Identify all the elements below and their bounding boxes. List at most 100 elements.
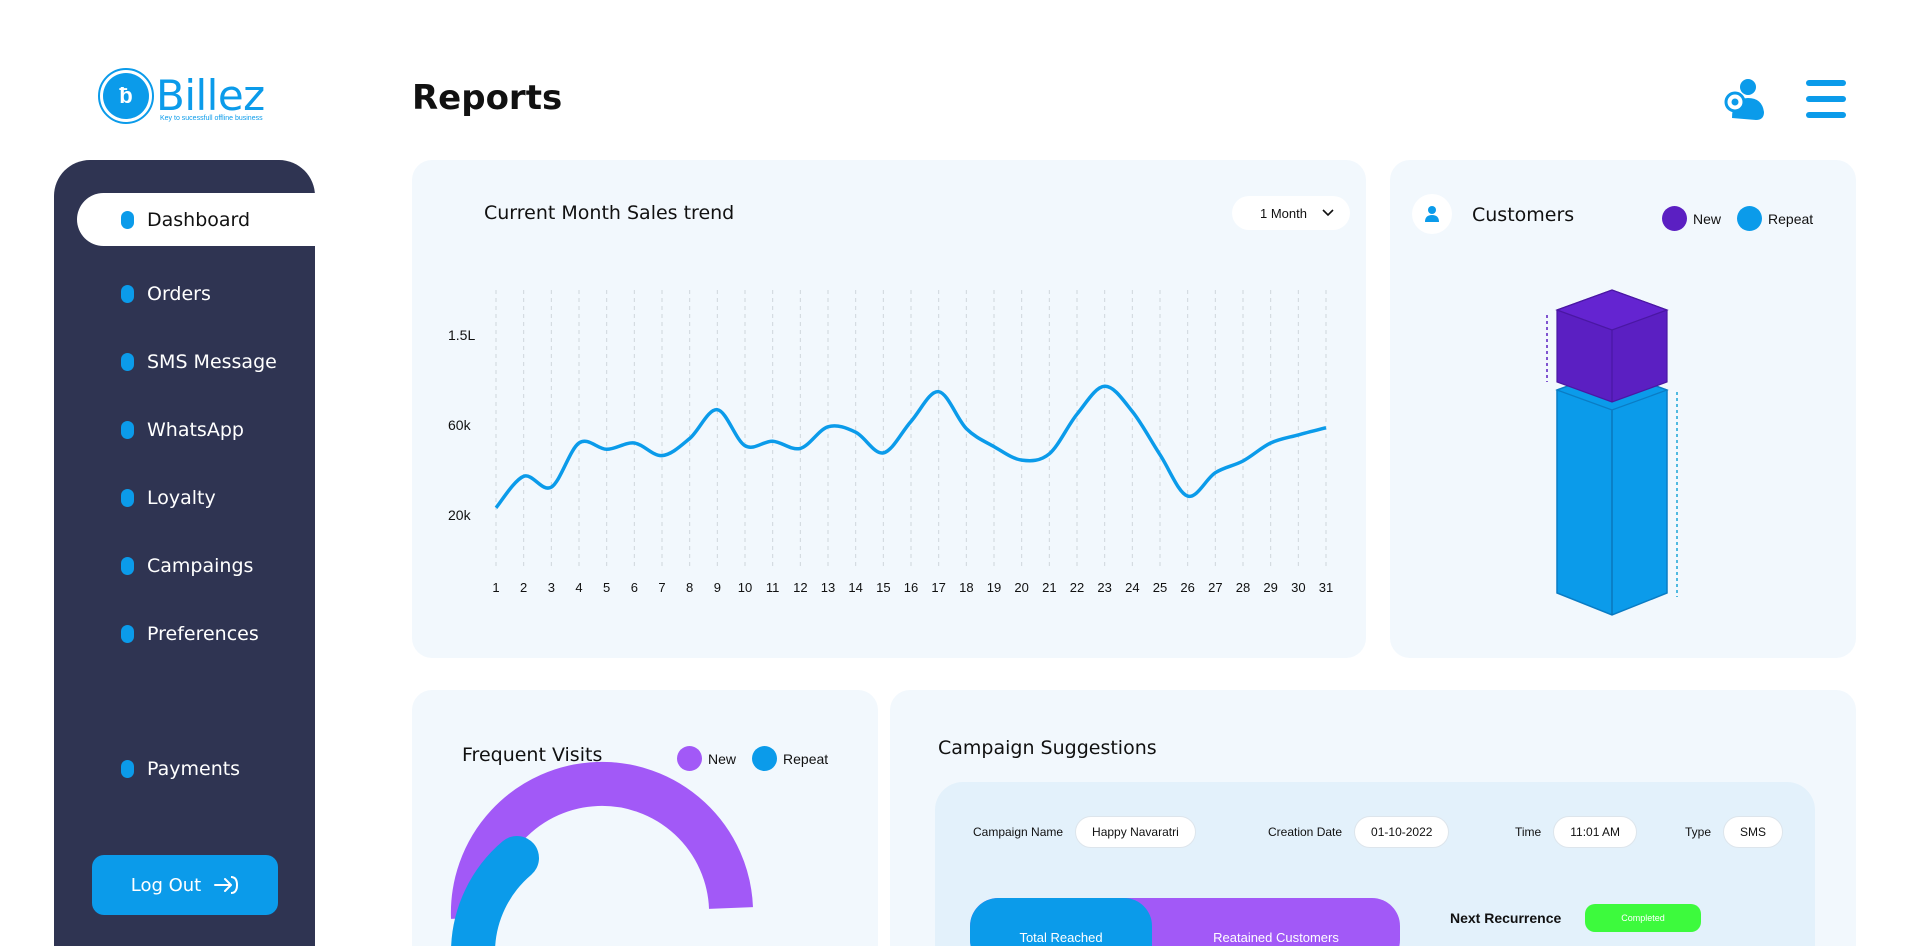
sidebar-item-orders[interactable]: Orders [54,267,315,320]
x-tick-label: 1 [492,580,499,595]
nav-dot-icon [121,556,134,575]
tab-retained-customers[interactable]: Reatained Customers [1213,930,1339,945]
sidebar-item-label: Campaings [147,554,254,577]
creation-date-field: Creation Date 01-10-2022 [1268,816,1450,848]
hamburger-menu-icon[interactable] [1806,80,1848,118]
sidebar-item-payments[interactable]: Payments [54,742,315,795]
x-tick-label: 13 [821,580,835,595]
field-label: Time [1515,825,1542,839]
visits-legend: New Repeat [677,746,844,771]
x-tick-label: 22 [1070,580,1084,595]
person-icon [1412,194,1452,234]
x-tick-label: 19 [987,580,1001,595]
legend-label: Repeat [783,750,829,767]
sidebar-item-preferences[interactable]: Preferences [54,607,315,660]
brand-name: Billez [156,71,265,120]
logout-label: Log Out [130,874,202,896]
user-settings-icon[interactable] [1722,78,1768,122]
legend-label: Repeat [1768,210,1814,227]
legend-item-repeat: Repeat [1737,206,1813,231]
sidebar-item-label: SMS Message [147,350,277,373]
nav-dot-icon [121,352,134,371]
x-tick-label: 24 [1125,580,1139,595]
nav-dot-icon [121,420,134,439]
sales-trend-title: Current Month Sales trend [484,202,735,224]
sidebar: Dashboard Orders SMS Message WhatsApp Lo… [54,160,315,946]
nav-dot-icon [121,488,134,507]
brand-tagline: Key to sucessfull offline business [160,115,263,122]
sidebar-item-label: WhatsApp [147,418,244,441]
y-tick-label: 60k [448,417,472,433]
customers-title: Customers [1472,204,1575,226]
sidebar-item-label: Payments [147,757,241,780]
x-tick-label: 4 [575,580,582,595]
range-dropdown-value: 1 Month [1260,205,1307,221]
sidebar-item-label: Preferences [147,622,259,645]
x-tick-label: 31 [1319,580,1333,595]
field-label: Type [1685,825,1712,839]
x-tick-label: 14 [848,580,862,595]
x-tick-label: 27 [1208,580,1222,595]
sidebar-item-campaigns[interactable]: Campaings [54,539,315,592]
legend-item-new: New [677,746,736,771]
sidebar-item-label: Dashboard [147,208,251,231]
x-tick-label: 17 [931,580,945,595]
tab-total-reached[interactable]: Total Reached [970,898,1152,946]
nav-dot-icon [121,210,134,229]
x-tick-label: 28 [1236,580,1250,595]
status-badge: Completed [1585,904,1701,932]
y-tick-label: 20k [448,507,472,523]
x-tick-label: 25 [1153,580,1167,595]
x-tick-label: 8 [686,580,693,595]
x-tick-label: 18 [959,580,973,595]
x-tick-label: 5 [603,580,610,595]
x-tick-label: 12 [793,580,807,595]
legend-item-new: New [1662,206,1721,231]
campaign-suggestions-card: Campaign Suggestions Campaign Name Happy… [890,690,1856,946]
field-value: 01-10-2022 [1354,816,1450,848]
x-tick-label: 16 [904,580,918,595]
page-title: Reports [412,78,563,118]
x-tick-label: 11 [766,580,780,595]
customers-card: Customers New Repeat [1390,160,1856,658]
sidebar-item-sms-message[interactable]: SMS Message [54,335,315,388]
logout-button[interactable]: Log Out [92,855,278,915]
sidebar-item-label: Loyalty [147,486,216,509]
nav-dot-icon [121,759,134,778]
sidebar-item-loyalty[interactable]: Loyalty [54,471,315,524]
nav-dot-icon [121,624,134,643]
x-tick-label: 26 [1180,580,1194,595]
campaign-item[interactable]: Campaign Name Happy Navaratri Creation D… [935,782,1815,946]
x-tick-label: 21 [1042,580,1056,595]
x-tick-label: 20 [1014,580,1028,595]
sidebar-item-label: Orders [147,282,211,305]
logo-icon: ƀ [98,68,154,124]
legend-label: New [1693,210,1722,227]
x-tick-label: 7 [658,580,665,595]
logout-arrow-icon [214,876,239,894]
time-field: Time 11:01 AM [1515,816,1638,848]
x-tick-label: 23 [1097,580,1111,595]
x-tick-label: 2 [520,580,527,595]
sidebar-item-dashboard[interactable]: Dashboard [77,193,315,246]
field-label: Campaign Name [973,825,1064,839]
sales-line-chart: 1 2 3 4 5 6 7 8 9 10 11 12 13 14 15 16 17 18 19 20 21 22 23 24 2… [448,290,1333,595]
brand-logo[interactable]: ƀ Billez Key to sucessfull offline busin… [98,68,265,124]
sidebar-item-whatsapp[interactable]: WhatsApp [54,403,315,456]
campaign-suggestions-title: Campaign Suggestions [938,737,1157,759]
field-label: Creation Date [1268,825,1343,839]
range-dropdown[interactable]: 1 Month [1232,196,1350,230]
customers-stacked-bar [1546,289,1678,616]
campaign-stat-tabs: Total Reached Reatained Customers [970,898,1400,946]
field-value: SMS [1723,816,1784,848]
frequent-visits-title: Frequent Visits [462,744,603,766]
customers-legend: New Repeat [1662,206,1829,231]
frequent-visits-donut [450,761,753,946]
y-tick-label: 1.5L [448,327,475,343]
field-value: Happy Navaratri [1075,816,1196,848]
donut-slice-repeat [451,836,539,946]
x-tick-label: 6 [631,580,638,595]
series-line [494,384,1327,509]
x-tick-label: 15 [876,580,890,595]
